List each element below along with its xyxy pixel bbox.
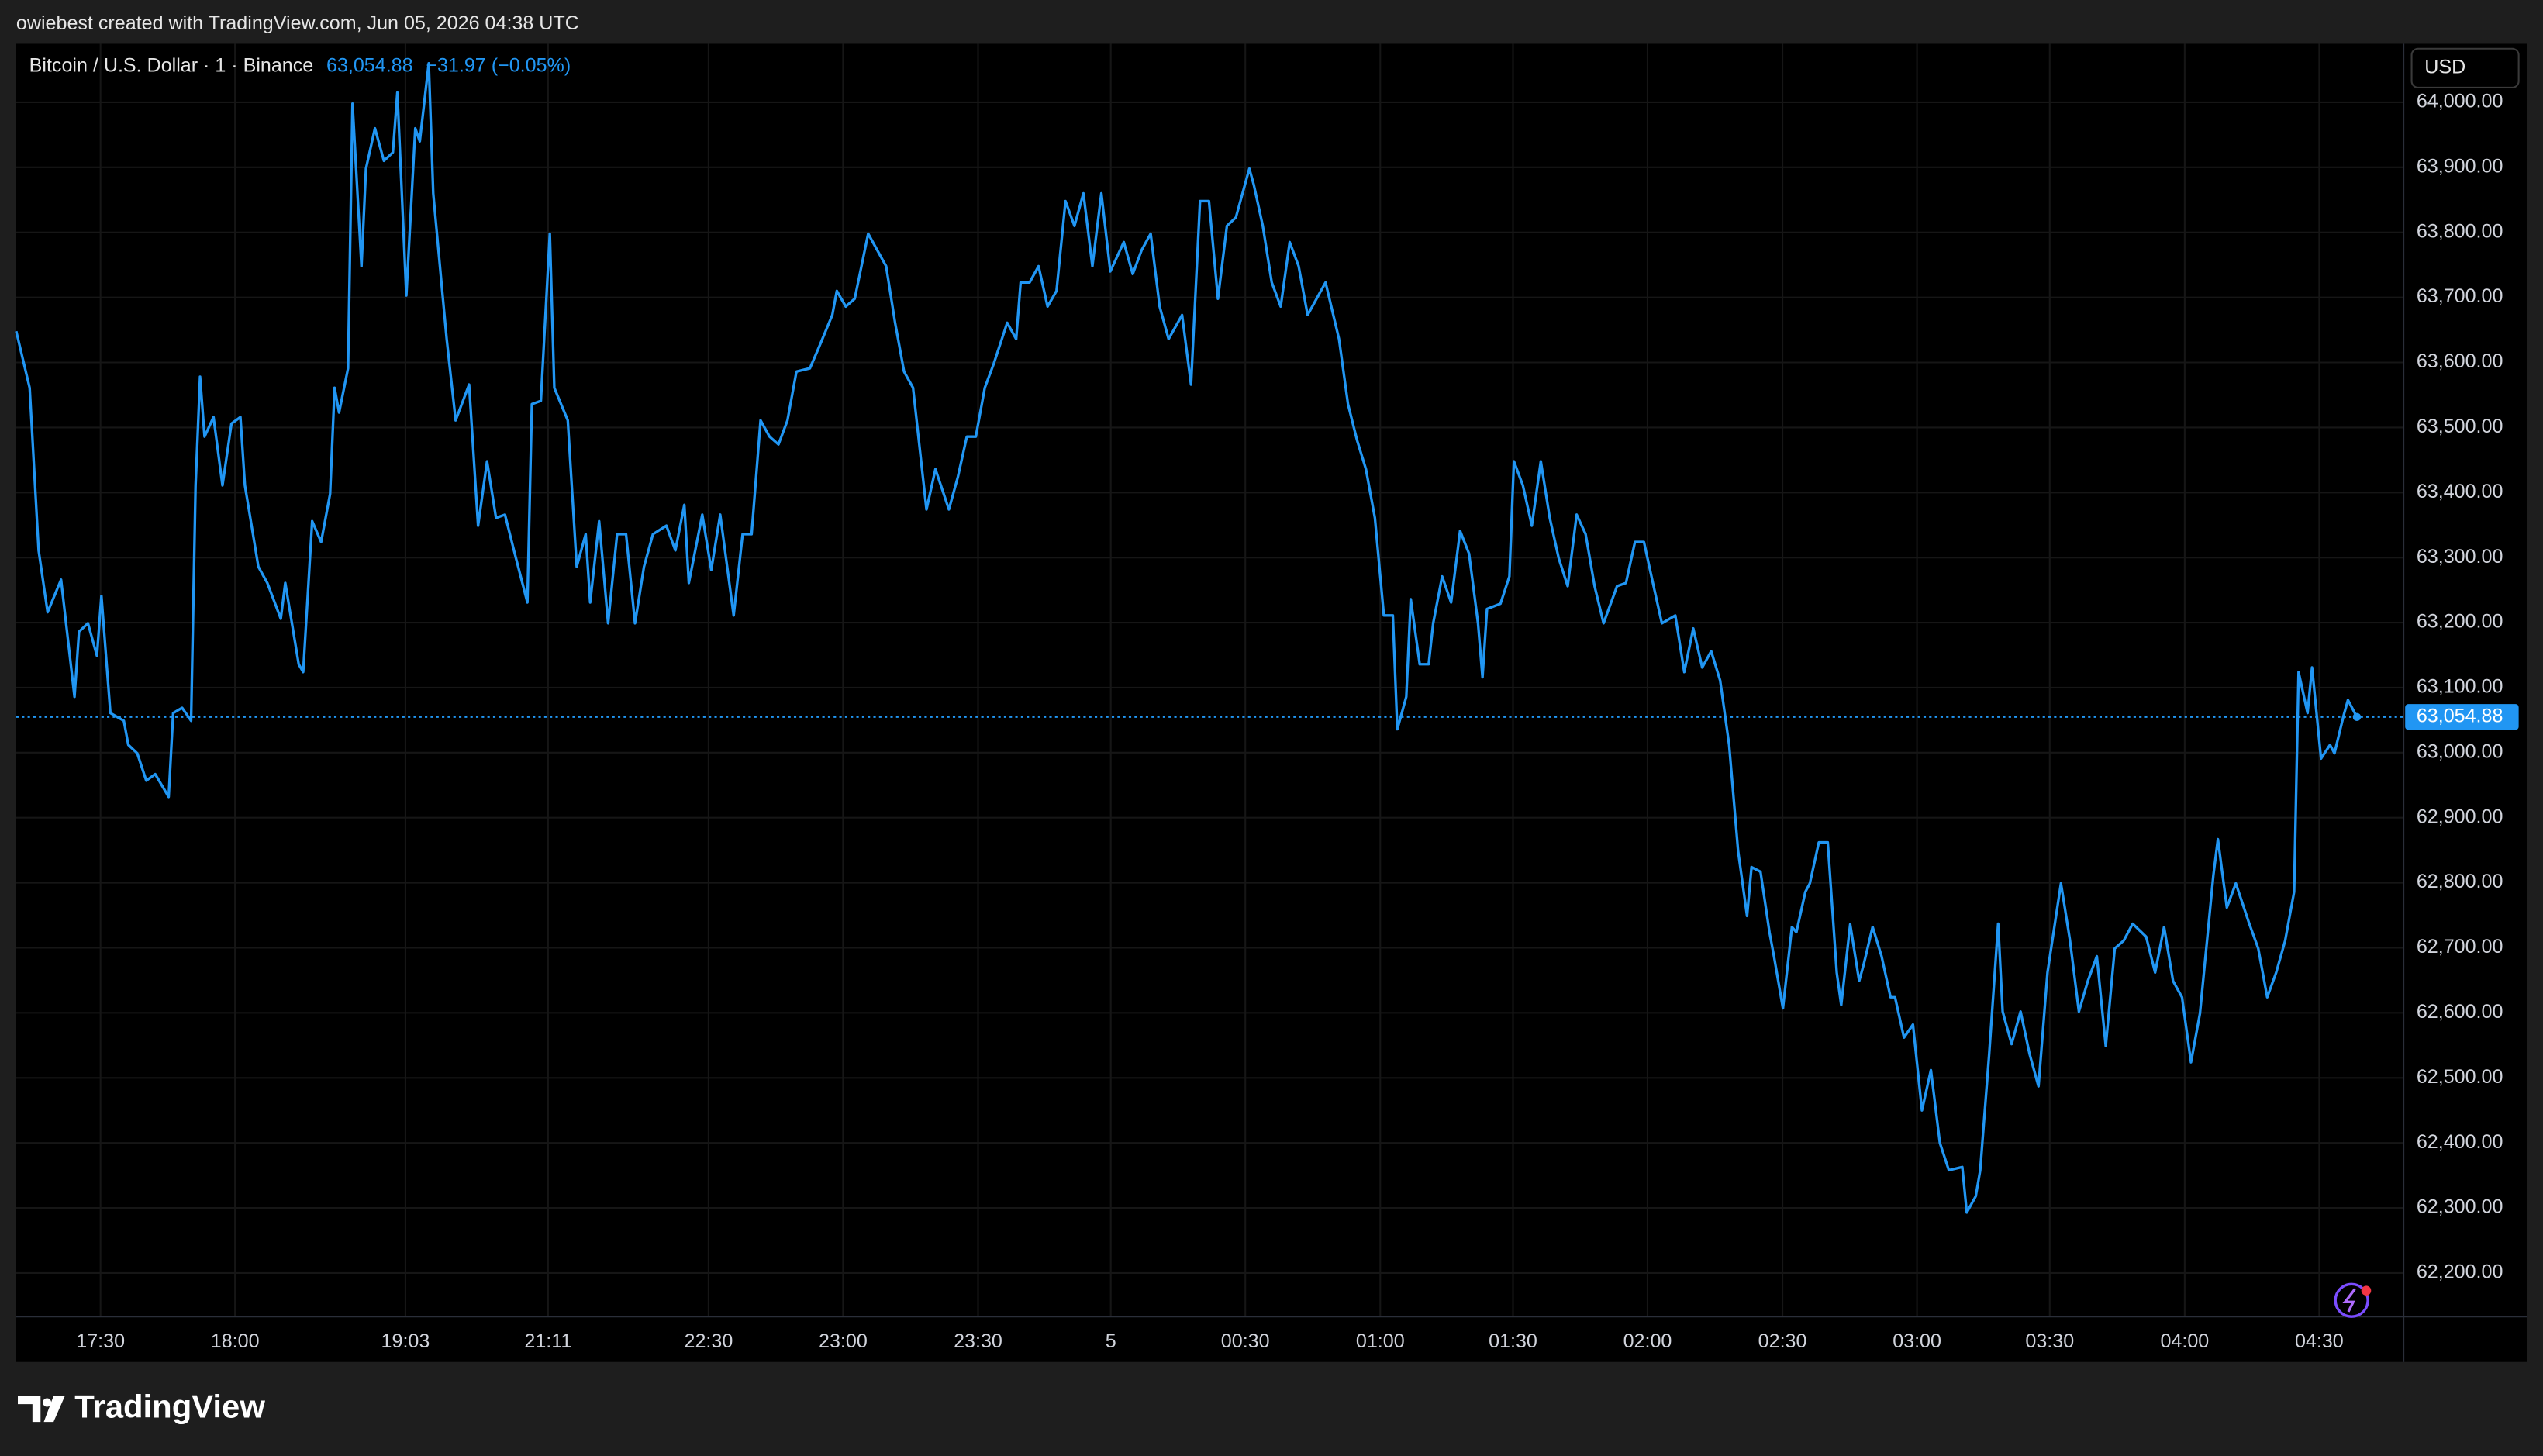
grid — [16, 43, 2404, 1317]
y-tick-label: 63,000.00 — [2417, 740, 2503, 762]
y-tick-label: 63,100.00 — [2417, 676, 2503, 698]
x-tick-label: 17:30 — [76, 1330, 125, 1352]
x-tick-label: 19:03 — [381, 1330, 430, 1352]
x-tick-label: 21:11 — [524, 1330, 571, 1352]
last-price-label: 63,054.88 — [2417, 705, 2503, 726]
y-tick-label: 63,900.00 — [2417, 155, 2503, 177]
x-tick-label: 00:30 — [1221, 1330, 1270, 1352]
y-tick-label: 62,200.00 — [2417, 1261, 2503, 1283]
alert-icon[interactable] — [2334, 1282, 2372, 1318]
brand: TradingView — [74, 1388, 265, 1424]
currency-button[interactable] — [2410, 47, 2520, 88]
y-tick-label: 62,900.00 — [2417, 806, 2503, 827]
symbol-name: Bitcoin / U.S. Dollar · 1 · Binance — [29, 54, 314, 76]
x-tick-label: 18:00 — [211, 1330, 260, 1352]
chart-pane — [16, 43, 2527, 1362]
x-tick-label: 04:00 — [2160, 1330, 2209, 1352]
x-tick-label: 03:30 — [2025, 1330, 2074, 1352]
y-tick-label: 63,800.00 — [2417, 220, 2503, 242]
y-tick-label: 62,500.00 — [2417, 1066, 2503, 1088]
legend: Bitcoin / U.S. Dollar · 1 · Binance 63,05… — [29, 54, 571, 76]
y-tick-label: 62,700.00 — [2417, 936, 2503, 957]
y-tick-label: 62,400.00 — [2417, 1131, 2503, 1153]
x-tick-label: 01:30 — [1489, 1330, 1537, 1352]
y-tick-label: 63,600.00 — [2417, 350, 2503, 372]
credit: owiebest created with TradingView.com, J… — [16, 12, 579, 34]
x-tick-label: 03:00 — [1893, 1330, 1941, 1352]
y-tick-label: 64,000.00 — [2417, 91, 2503, 112]
currency[interactable]: USD — [2424, 56, 2465, 78]
legend-price: 63,054.88 — [326, 54, 413, 76]
legend-change: −31.97 (−0.05%) — [426, 54, 571, 76]
x-tick-label: 23:30 — [954, 1330, 1002, 1352]
x-tick-label: 02:30 — [1758, 1330, 1807, 1352]
y-tick-label: 63,300.00 — [2417, 546, 2503, 568]
x-tick-label: 02:00 — [1623, 1330, 1672, 1352]
x-tick-label: 23:00 — [819, 1330, 868, 1352]
y-tick-label: 62,300.00 — [2417, 1196, 2503, 1218]
last-price-box — [2405, 704, 2519, 730]
x-tick-label: 01:00 — [1356, 1330, 1405, 1352]
y-tick-label: 63,200.00 — [2417, 611, 2503, 633]
brand-logo — [18, 1396, 65, 1423]
x-tick-label: 22:30 — [685, 1330, 733, 1352]
y-tick-label: 62,800.00 — [2417, 871, 2503, 892]
y-tick-label: 62,600.00 — [2417, 1001, 2503, 1023]
price-line — [15, 61, 2358, 1214]
y-tick-label: 63,700.00 — [2417, 285, 2503, 307]
x-tick-label: 04:30 — [2295, 1330, 2344, 1352]
y-tick-label: 63,500.00 — [2417, 416, 2503, 437]
y-tick-label: 63,400.00 — [2417, 481, 2503, 502]
x-tick-label: 5 — [1106, 1330, 1116, 1352]
